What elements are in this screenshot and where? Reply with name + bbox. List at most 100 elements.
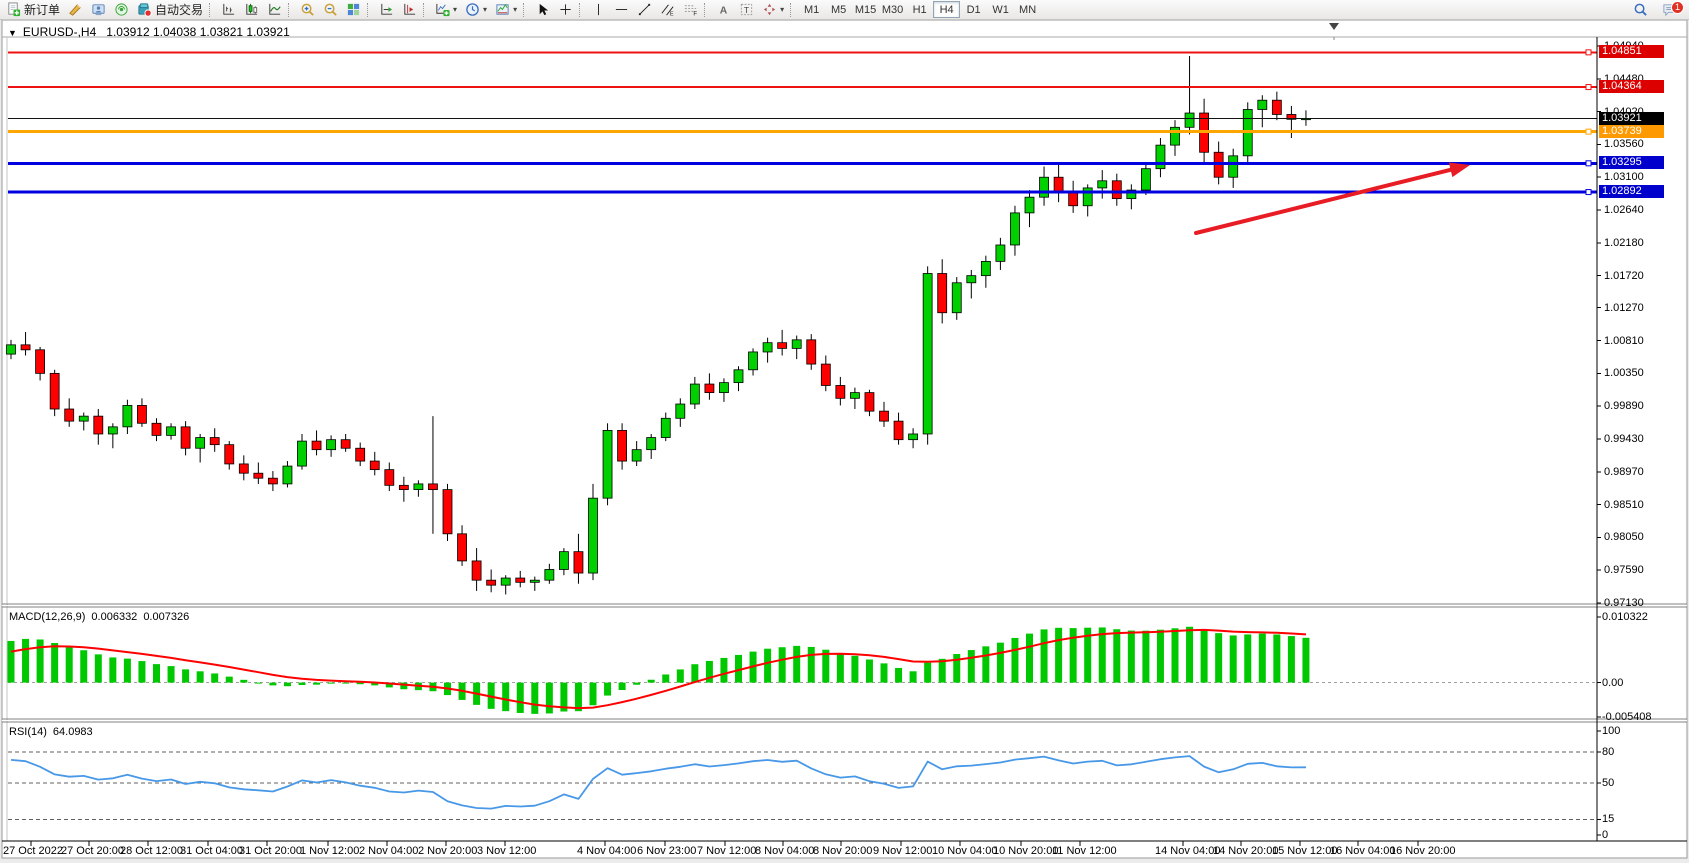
candle-up xyxy=(995,244,1006,262)
templates-button[interactable]: ▾ xyxy=(491,1,521,19)
vertical-line-button[interactable] xyxy=(587,1,610,19)
svg-text:T: T xyxy=(744,5,749,15)
svg-text:A: A xyxy=(720,5,728,16)
candle-up xyxy=(951,282,962,314)
timeframe-M5-button[interactable]: M5 xyxy=(825,1,852,18)
candle-down xyxy=(224,444,235,465)
candle-up xyxy=(1170,126,1180,146)
candle-down xyxy=(1286,114,1297,120)
candle-up xyxy=(1184,112,1195,128)
candle-down xyxy=(704,383,715,394)
notification-badge: 1 xyxy=(1671,0,1684,14)
timeframe-W1-button[interactable]: W1 xyxy=(987,1,1014,18)
chart-shift-button[interactable] xyxy=(398,1,421,19)
macd-bar xyxy=(516,682,524,713)
macd-bar xyxy=(298,682,306,686)
text-button[interactable]: A xyxy=(712,1,735,19)
text-label-button[interactable]: T xyxy=(735,1,758,19)
candle-down xyxy=(428,483,438,491)
terminal-button[interactable] xyxy=(87,1,110,19)
bar-chart-button[interactable] xyxy=(217,1,240,19)
line-handle[interactable] xyxy=(1585,84,1592,91)
candle-down xyxy=(457,533,467,562)
zoom-in-button[interactable] xyxy=(296,1,319,19)
candle-down xyxy=(151,422,162,436)
toolbar-separator xyxy=(579,2,585,17)
arrows-button[interactable]: ▾ xyxy=(758,1,788,19)
metaeditor-button[interactable] xyxy=(64,1,87,19)
periods-button[interactable]: ▾ xyxy=(461,1,491,19)
toolbar-separator xyxy=(704,2,710,17)
candle-down xyxy=(20,344,31,351)
timeframe-D1-button[interactable]: D1 xyxy=(960,1,987,18)
line-handle[interactable] xyxy=(1585,160,1592,167)
line-chart-button[interactable] xyxy=(263,1,286,19)
candle-up xyxy=(1155,144,1166,170)
toolbar-separator xyxy=(367,2,373,17)
candle-down xyxy=(937,273,948,314)
macd-bar xyxy=(123,658,131,683)
symbol-search-button[interactable] xyxy=(1629,1,1652,19)
macd-bar xyxy=(1273,634,1281,683)
cursor-button[interactable] xyxy=(531,1,554,19)
macd-bar xyxy=(1069,628,1077,683)
candle-down xyxy=(486,579,497,586)
candle-down xyxy=(267,477,278,485)
macd-bar xyxy=(1142,630,1150,683)
candle-up xyxy=(850,392,860,399)
toolbar-separator xyxy=(523,2,529,17)
candle-up xyxy=(719,382,729,394)
timeframe-M15-button[interactable]: M15 xyxy=(852,1,879,18)
tile-windows-button[interactable] xyxy=(342,1,365,19)
candle-up xyxy=(1010,212,1020,246)
timeframe-MN-button[interactable]: MN xyxy=(1014,1,1041,18)
trendline-button[interactable] xyxy=(633,1,656,19)
candle-up xyxy=(922,273,933,435)
macd-bar xyxy=(138,661,146,683)
fibonacci-button[interactable]: F xyxy=(679,1,702,19)
line-handle[interactable] xyxy=(1585,189,1592,196)
macd-bar xyxy=(574,682,582,712)
timeframe-H4-button[interactable]: H4 xyxy=(933,1,961,18)
macd-bar xyxy=(36,639,44,683)
timeframe-M30-button[interactable]: M30 xyxy=(879,1,906,18)
candle-down xyxy=(1068,192,1079,207)
candle-up xyxy=(689,383,700,405)
chart-line-icon xyxy=(269,3,281,15)
equidistant-channel-button[interactable]: E xyxy=(656,1,679,19)
svg-text:F: F xyxy=(693,11,697,17)
zoom-out-button[interactable] xyxy=(319,1,342,19)
macd-bar xyxy=(691,664,699,683)
candle-up xyxy=(733,369,744,384)
news-button[interactable]: 1 xyxy=(1658,0,1684,19)
macd-bar xyxy=(560,682,568,712)
macd-bar xyxy=(283,682,291,687)
candle-up xyxy=(78,415,89,422)
macd-bar xyxy=(356,682,364,685)
candle-up xyxy=(646,437,657,451)
macd-bar xyxy=(327,682,335,684)
crosshair-button[interactable] xyxy=(554,1,577,19)
horizontal-line-button[interactable] xyxy=(610,1,633,19)
candle-down xyxy=(1111,180,1122,200)
candle-up xyxy=(544,569,555,581)
timeframe-M1-button[interactable]: M1 xyxy=(798,1,825,18)
chart-shift-marker[interactable] xyxy=(1329,23,1339,30)
macd-bar xyxy=(836,653,844,683)
new-chart-button[interactable]: ▾ xyxy=(431,1,461,19)
line-handle[interactable] xyxy=(1585,128,1592,135)
zoom-in-icon xyxy=(301,3,314,16)
new-order-button[interactable]: 新订单 xyxy=(2,1,64,19)
trend-arrow-annotation[interactable] xyxy=(1194,162,1470,235)
macd-bar xyxy=(196,671,204,683)
timeframe-H1-button[interactable]: H1 xyxy=(906,1,933,18)
macd-bar xyxy=(662,674,670,683)
signals-button[interactable] xyxy=(110,1,133,19)
macd-bar xyxy=(967,650,975,683)
macd-bar xyxy=(895,667,903,683)
candle-chart-button[interactable] xyxy=(240,1,263,19)
autotrading-button[interactable]: 自动交易 xyxy=(133,1,207,19)
auto-scroll-button[interactable] xyxy=(375,1,398,19)
line-handle[interactable] xyxy=(1585,49,1592,56)
